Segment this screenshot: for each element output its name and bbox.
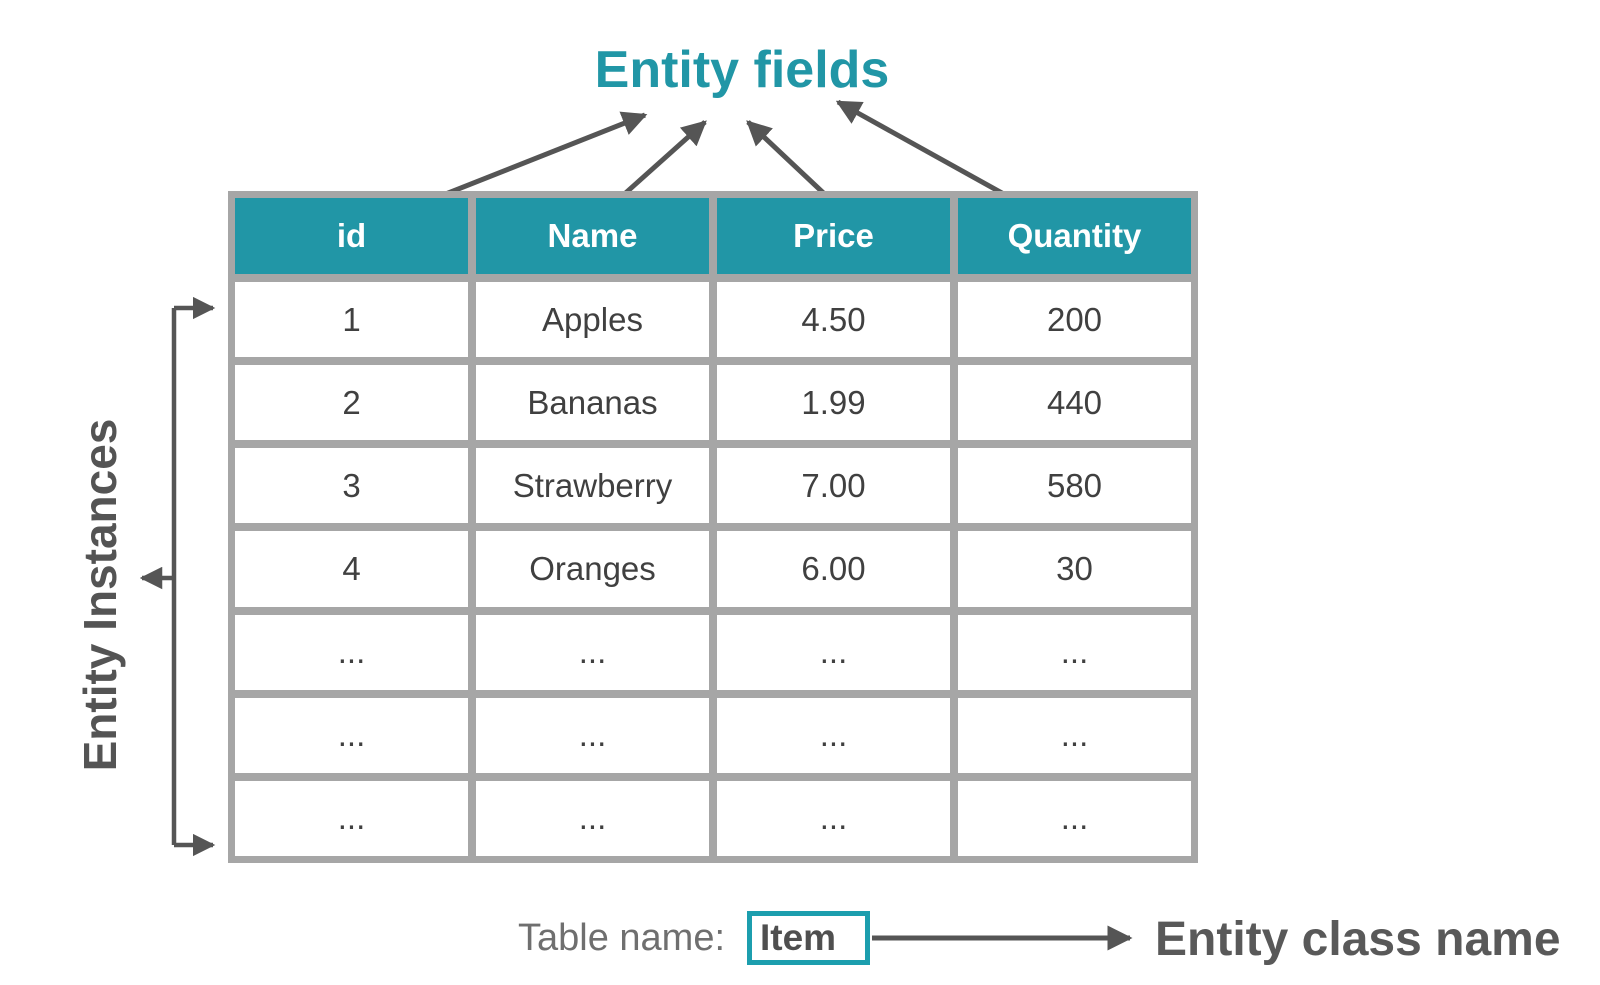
column-header-quantity: Quantity [958, 198, 1191, 274]
table-cell: ... [958, 614, 1191, 690]
table-cell: Strawberry [476, 448, 709, 524]
entity-class-name-label: Entity class name [1155, 913, 1561, 966]
table-cell: 580 [958, 448, 1191, 524]
table-cell: ... [717, 614, 950, 690]
table-name-box: Item [747, 911, 870, 965]
column-header-id: id [235, 198, 468, 274]
table-cell: 30 [958, 531, 1191, 607]
table-cell: 200 [958, 282, 1191, 358]
table-cell: ... [476, 780, 709, 856]
entity-instances-label: Entity Instances [73, 418, 126, 772]
table-cell: 1 [235, 282, 468, 358]
table-cell: ... [235, 780, 468, 856]
column-header-name: Name [476, 198, 709, 274]
entity-table: id Name Price Quantity 1 Apples 4.50 200 2 Banana… [228, 191, 1198, 863]
table-cell: 3 [235, 448, 468, 524]
table-cell: ... [235, 614, 468, 690]
table-cell: Apples [476, 282, 709, 358]
table-cell: 7.00 [717, 448, 950, 524]
table-cell: 440 [958, 365, 1191, 441]
table-cell: 2 [235, 365, 468, 441]
table-cell: Oranges [476, 531, 709, 607]
table-cell: ... [476, 697, 709, 773]
table-cell: 1.99 [717, 365, 950, 441]
table-cell: ... [717, 780, 950, 856]
table-cell: ... [717, 697, 950, 773]
table-cell: 6.00 [717, 531, 950, 607]
entity-fields-title: Entity fields [594, 41, 890, 99]
entity-instances-label-wrap: Entity Instances [52, 395, 147, 795]
table-cell: Bananas [476, 365, 709, 441]
table-cell: 4 [235, 531, 468, 607]
table-cell: ... [476, 614, 709, 690]
table-cell: ... [958, 780, 1191, 856]
column-header-price: Price [717, 198, 950, 274]
table-name-value: Item [760, 917, 837, 958]
table-cell: 4.50 [717, 282, 950, 358]
table-name-label: Table name: [518, 917, 726, 959]
table-cell: ... [958, 697, 1191, 773]
table-cell: ... [235, 697, 468, 773]
